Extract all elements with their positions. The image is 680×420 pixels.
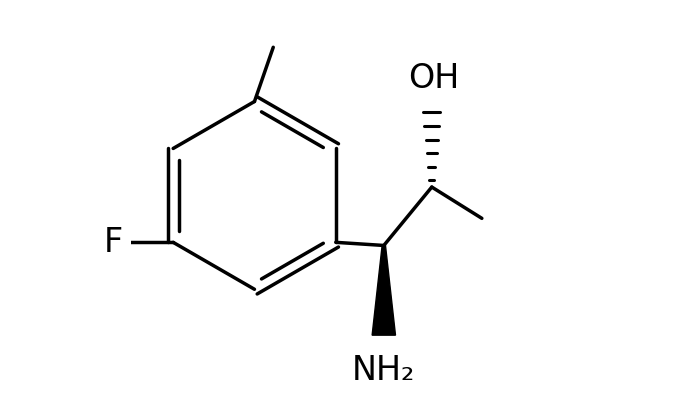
Text: NH₂: NH₂ [352, 354, 415, 387]
Text: OH: OH [408, 62, 460, 95]
Polygon shape [372, 245, 396, 335]
Text: F: F [104, 226, 123, 259]
